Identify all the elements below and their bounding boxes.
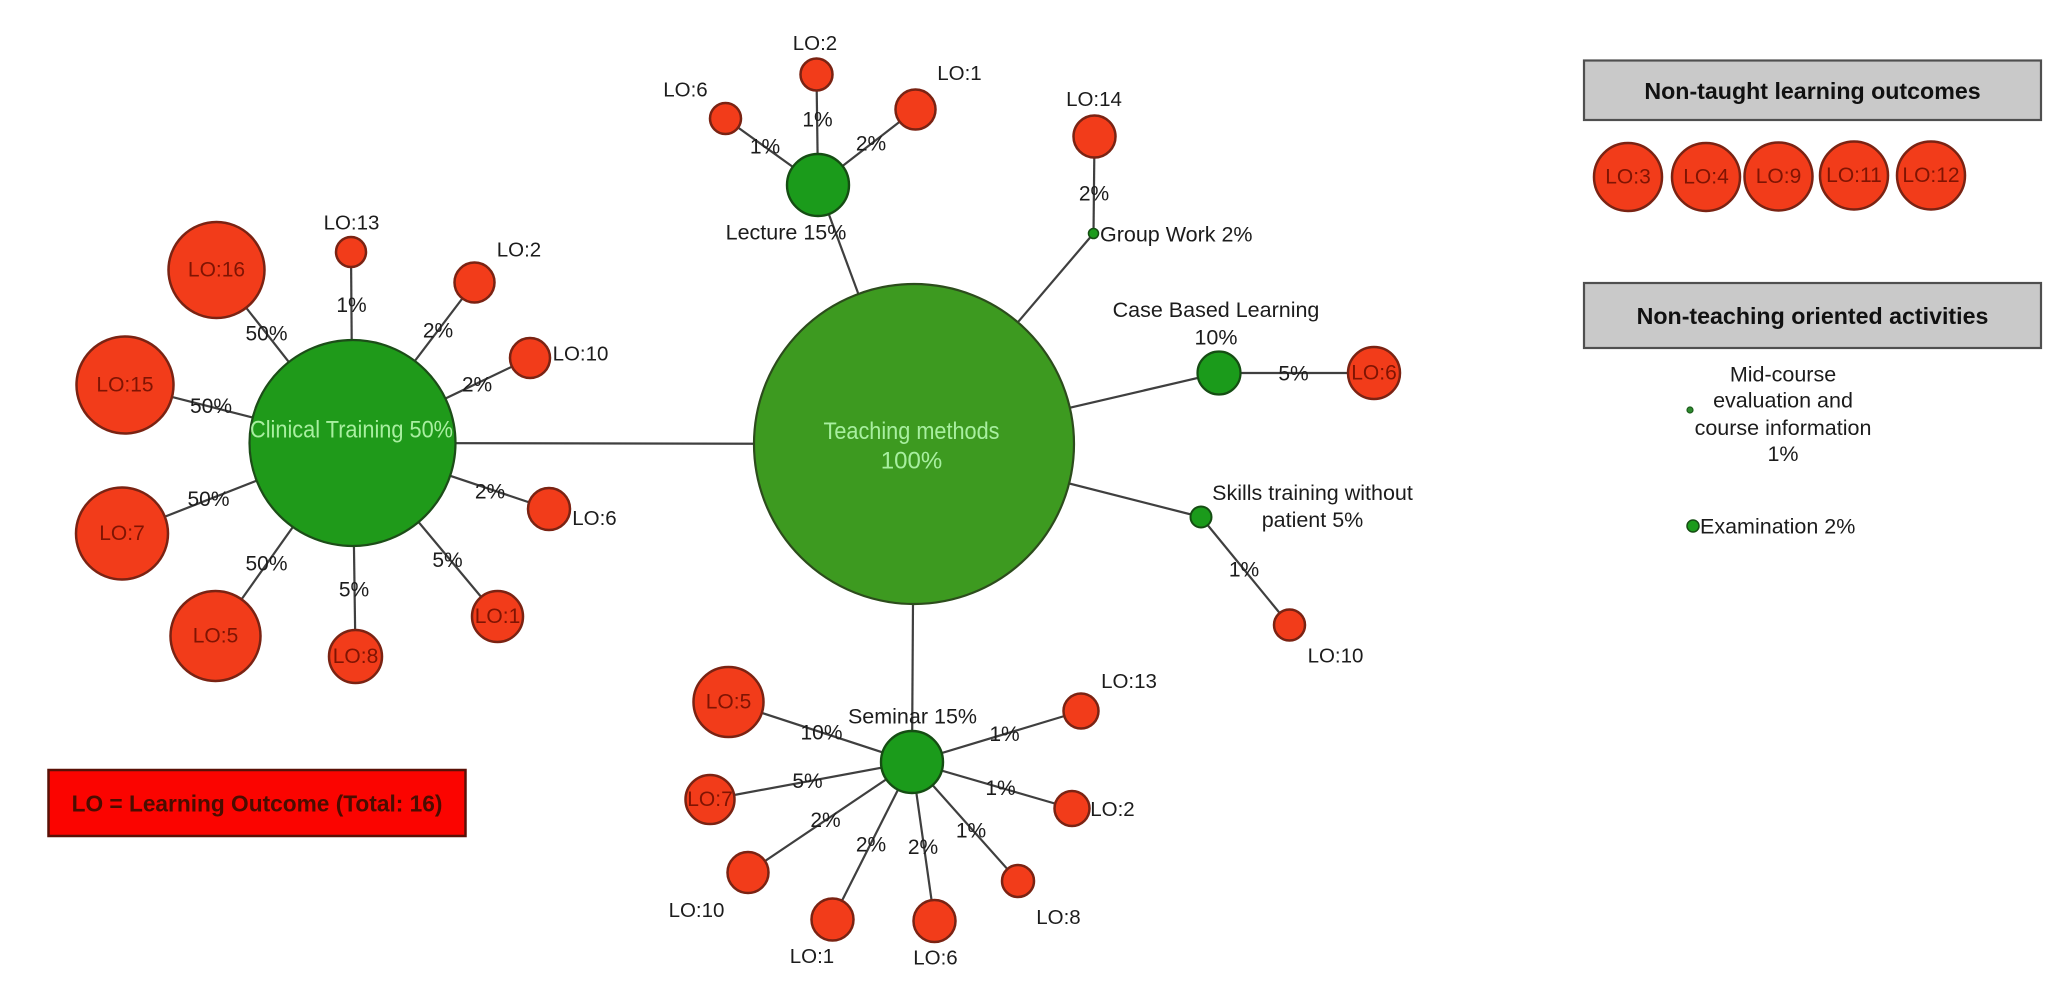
svg-text:LO:6: LO:6 [572,507,616,530]
svg-text:5%: 5% [792,770,822,793]
svg-text:Seminar 15%: Seminar 15% [848,705,977,729]
svg-text:LO:16: LO:16 [188,259,245,282]
svg-text:2%: 2% [462,374,492,397]
svg-text:LO:13: LO:13 [324,212,380,235]
svg-text:10%: 10% [1194,326,1237,350]
svg-text:evaluation and: evaluation and [1713,389,1853,413]
svg-text:LO:10: LO:10 [1308,645,1364,668]
svg-text:100%: 100% [881,448,942,475]
svg-text:2%: 2% [856,133,886,156]
svg-text:Mid-course: Mid-course [1730,363,1836,387]
svg-text:LO:6: LO:6 [1351,362,1397,385]
svg-text:LO:4: LO:4 [1683,166,1729,189]
svg-text:LO:8: LO:8 [333,645,379,668]
svg-text:50%: 50% [245,323,287,346]
svg-text:LO:7: LO:7 [99,522,145,545]
svg-text:5%: 5% [432,549,462,572]
svg-text:LO:5: LO:5 [706,691,752,714]
svg-text:1%: 1% [985,777,1015,800]
svg-text:50%: 50% [187,488,229,511]
svg-text:LO:10: LO:10 [669,899,725,922]
svg-text:LO:9: LO:9 [1756,165,1802,188]
svg-text:Teaching methods: Teaching methods [824,418,1000,445]
svg-text:patient 5%: patient 5% [1262,508,1364,532]
svg-text:5%: 5% [1278,363,1308,386]
svg-text:Examination 2%: Examination 2% [1700,515,1855,539]
svg-text:LO:2: LO:2 [793,32,837,55]
svg-text:1%: 1% [1229,559,1259,582]
svg-text:LO:8: LO:8 [1036,906,1080,929]
svg-text:LO:7: LO:7 [687,788,733,811]
svg-text:1%: 1% [750,136,780,159]
svg-text:LO:2: LO:2 [1090,798,1134,821]
svg-text:LO:1: LO:1 [475,605,521,628]
svg-text:1%: 1% [1767,442,1798,466]
svg-text:LO:3: LO:3 [1605,166,1651,189]
svg-text:Lecture 15%: Lecture 15% [726,221,847,245]
svg-text:Non-teaching oriented activiti: Non-teaching oriented activities [1637,303,1989,329]
svg-text:LO:13: LO:13 [1101,670,1157,693]
svg-text:LO:10: LO:10 [553,343,609,366]
svg-text:LO:6: LO:6 [913,947,957,970]
svg-text:Group Work 2%: Group Work 2% [1100,223,1253,247]
svg-text:1%: 1% [989,723,1019,746]
svg-text:1%: 1% [336,294,366,317]
svg-text:LO:12: LO:12 [1902,164,1959,187]
svg-text:2%: 2% [908,836,938,859]
svg-text:10%: 10% [800,722,842,745]
svg-text:2%: 2% [810,809,840,832]
svg-text:LO:14: LO:14 [1066,88,1122,111]
svg-text:LO:15: LO:15 [96,374,153,397]
svg-text:2%: 2% [423,320,453,343]
svg-text:LO:1: LO:1 [937,62,981,85]
svg-text:LO = Learning Outcome (Total:: LO = Learning Outcome (Total: 16) [72,791,443,817]
svg-text:course information: course information [1695,416,1872,440]
svg-text:50%: 50% [190,395,232,418]
svg-text:LO:11: LO:11 [1826,164,1882,187]
svg-text:50%: 50% [245,553,287,576]
svg-text:Skills training without: Skills training without [1212,481,1413,505]
svg-text:Clinical Training 50%: Clinical Training 50% [250,417,453,444]
svg-text:2%: 2% [475,481,505,504]
svg-text:5%: 5% [339,579,369,602]
svg-text:1%: 1% [956,820,986,843]
svg-text:1%: 1% [802,109,832,132]
svg-text:Non-taught learning outcomes: Non-taught learning outcomes [1644,78,1980,104]
svg-text:2%: 2% [856,834,886,857]
svg-text:Case Based Learning: Case Based Learning [1113,298,1320,322]
svg-text:LO:1: LO:1 [790,945,834,968]
svg-text:2%: 2% [1079,183,1109,206]
svg-text:LO:2: LO:2 [497,239,541,262]
svg-text:LO:5: LO:5 [193,625,239,648]
svg-text:LO:6: LO:6 [663,79,707,102]
